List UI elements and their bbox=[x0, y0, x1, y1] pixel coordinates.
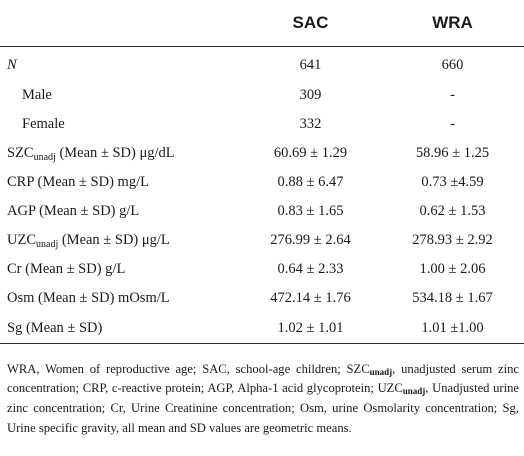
sac-value: 0.83 ± 1.65 bbox=[277, 203, 344, 219]
table-row: CRP (Mean ± SD) mg/L 0.88 ± 6.47 0.73 ±4… bbox=[0, 168, 524, 197]
row-label-subscript: unadj bbox=[36, 239, 59, 250]
row-label: UZCunadj (Mean ± SD) μg/L bbox=[0, 226, 240, 255]
row-label: CRP (Mean ± SD) mg/L bbox=[7, 174, 149, 190]
table-row: SZCunadj (Mean ± SD) μg/dL 60.69 ± 1.29 … bbox=[0, 139, 524, 168]
table-row: N 641 660 bbox=[0, 47, 524, 82]
table-row: Male 309 - bbox=[0, 81, 524, 110]
sac-value: 1.02 ± 1.01 bbox=[240, 313, 381, 344]
footnote-text: , Unadjusted urine zinc concentration; C… bbox=[7, 381, 519, 435]
row-label-main: UZC bbox=[7, 232, 36, 248]
row-label-rest: (Mean ± SD) μg/L bbox=[58, 232, 170, 248]
sac-value: 276.99 ± 2.64 bbox=[270, 232, 351, 248]
row-label: Osm (Mean ± SD) mOsm/L bbox=[7, 290, 170, 306]
wra-value: 58.96 ± 1.25 bbox=[415, 145, 490, 161]
table-footnote: WRA, Women of reproductive age; SAC, sch… bbox=[7, 360, 519, 439]
row-label-main: SZC bbox=[7, 145, 34, 161]
sac-value: 309 bbox=[299, 87, 322, 103]
table-row: Sg (Mean ± SD) 1.02 ± 1.01 1.01 ±1.00 bbox=[0, 313, 524, 344]
row-label: Male bbox=[22, 87, 52, 103]
table-row: Osm (Mean ± SD) mOsm/L 472.14 ± 1.76 534… bbox=[0, 284, 524, 313]
table-row: UZCunadj (Mean ± SD) μg/L 276.99 ± 2.64 … bbox=[0, 226, 524, 255]
table-header-row: SAC WRA bbox=[0, 0, 524, 47]
sac-value: 0.64 ± 2.33 bbox=[277, 261, 344, 277]
row-label: N bbox=[7, 56, 17, 73]
column-header-wra: WRA bbox=[381, 0, 524, 47]
column-header-label bbox=[0, 0, 240, 47]
table-row: Cr (Mean ± SD) g/L 0.64 ± 2.33 1.00 ± 2.… bbox=[0, 255, 524, 284]
wra-value: 1.01 ±1.00 bbox=[381, 313, 524, 344]
sac-value: 472.14 ± 1.76 bbox=[270, 290, 351, 306]
footnote-text: , unadjusted serum zinc concentration; C… bbox=[7, 361, 519, 396]
row-label-subscript: unadj bbox=[33, 152, 56, 163]
wra-value: 660 bbox=[441, 56, 464, 73]
wra-value: - bbox=[450, 116, 455, 132]
row-label: Sg (Mean ± SD) bbox=[0, 313, 240, 344]
sac-value: 641 bbox=[299, 56, 322, 73]
row-label-rest: (Mean ± SD) μg/dL bbox=[55, 145, 175, 161]
footnote-subscript: unadj bbox=[369, 366, 393, 377]
row-label: Cr (Mean ± SD) g/L bbox=[7, 261, 126, 277]
sac-value: 332 bbox=[299, 116, 322, 132]
wra-value: 534.18 ± 1.67 bbox=[412, 290, 493, 306]
row-label: Female bbox=[22, 116, 65, 132]
row-label: AGP (Mean ± SD) g/L bbox=[7, 203, 140, 219]
wra-value: 1.00 ± 2.06 bbox=[419, 261, 486, 277]
table-row: Female 332 - bbox=[0, 110, 524, 139]
wra-value: - bbox=[450, 87, 455, 103]
column-header-sac: SAC bbox=[240, 0, 381, 47]
sac-value: 0.88 ± 6.47 bbox=[277, 174, 344, 190]
row-label: SZCunadj (Mean ± SD) μg/dL bbox=[0, 139, 240, 168]
footnote-subscript: unadj bbox=[402, 386, 426, 397]
data-table: SAC WRA N 641 660 Male 309 - Female 332 … bbox=[0, 0, 524, 344]
wra-value: 0.73 ±4.59 bbox=[421, 174, 484, 190]
wra-value: 278.93 ± 2.92 bbox=[412, 232, 493, 248]
sac-value: 60.69 ± 1.29 bbox=[273, 145, 348, 161]
footnote-text: WRA, Women of reproductive age; SAC, sch… bbox=[7, 361, 370, 376]
table-row: AGP (Mean ± SD) g/L 0.83 ± 1.65 0.62 ± 1… bbox=[0, 197, 524, 226]
wra-value: 0.62 ± 1.53 bbox=[419, 203, 486, 219]
